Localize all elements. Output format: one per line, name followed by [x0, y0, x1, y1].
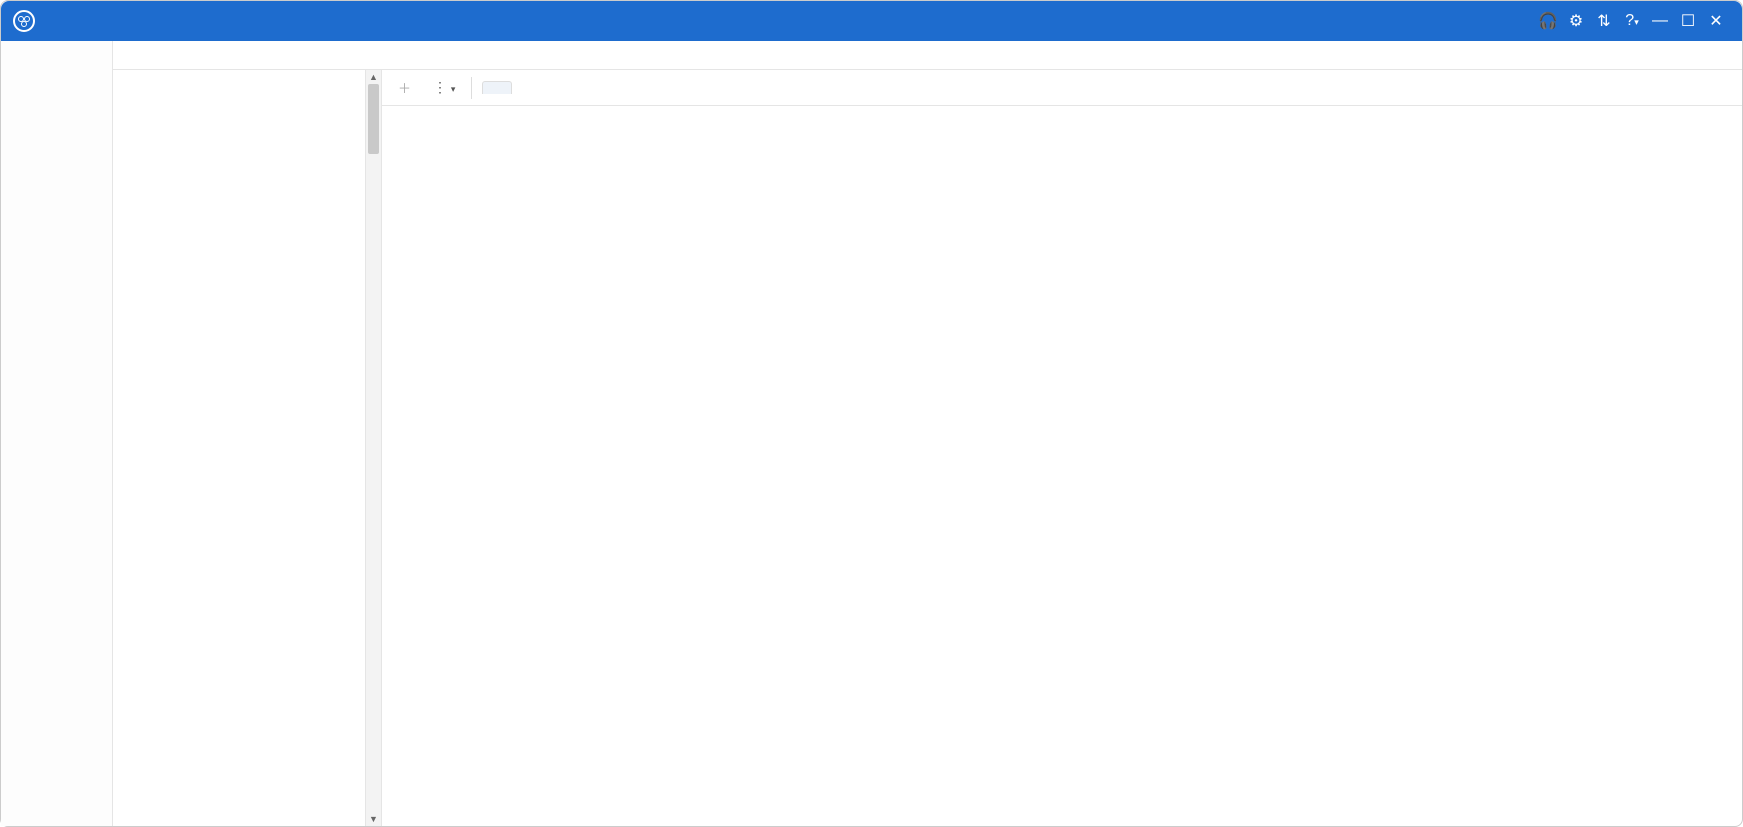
tree-scrollbar[interactable]: ▲ ▼	[365, 70, 381, 826]
close-icon[interactable]: ✕	[1702, 11, 1730, 31]
app-logo-icon	[13, 10, 35, 32]
minimize-icon[interactable]: —	[1646, 12, 1674, 30]
help-icon[interactable]: ?▾	[1618, 12, 1646, 30]
separator	[471, 77, 472, 99]
settings-icon[interactable]: ⚙	[1562, 11, 1590, 31]
table-toolbar: ＋ ⋮ ▾	[382, 70, 1742, 106]
scroll-up-icon[interactable]: ▲	[366, 72, 381, 82]
data-tab[interactable]	[482, 81, 512, 94]
scroll-down-icon[interactable]: ▼	[366, 814, 381, 824]
breadcrumb	[113, 41, 1742, 57]
network-icon[interactable]: ⇅	[1590, 11, 1618, 31]
left-nav	[1, 41, 113, 826]
plus-icon: ＋	[398, 78, 411, 97]
new-button[interactable]: ＋	[390, 74, 423, 101]
title-bar: 🎧 ⚙ ⇅ ?▾ — ☐ ✕	[1, 1, 1742, 41]
scroll-thumb[interactable]	[368, 84, 379, 154]
support-icon[interactable]: 🎧	[1534, 11, 1562, 31]
data-grid	[382, 106, 1742, 826]
nav-tree	[113, 70, 365, 826]
more-menu[interactable]: ⋮ ▾	[427, 79, 461, 96]
maximize-icon[interactable]: ☐	[1674, 11, 1702, 31]
wizard-row	[113, 57, 1742, 69]
